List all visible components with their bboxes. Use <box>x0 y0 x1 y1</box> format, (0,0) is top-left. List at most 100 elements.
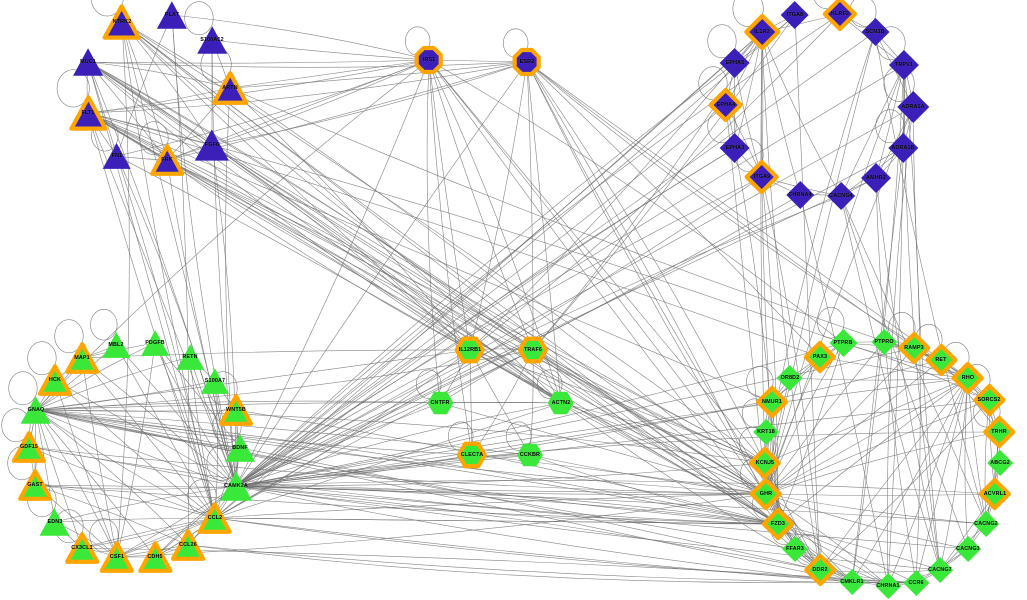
graph-node-il1r2[interactable]: IL1R2 <box>743 13 781 51</box>
graph-node-ghr[interactable]: GHR <box>749 477 783 511</box>
edge <box>87 87 231 114</box>
graph-node-s100a12[interactable]: S100A12 <box>197 26 227 54</box>
edge <box>532 349 779 525</box>
graph-node-irs1[interactable]: IRS1 <box>414 45 444 75</box>
graph-node-ret[interactable]: RET <box>924 343 958 377</box>
graph-node-esr2[interactable]: ESR2 <box>512 47 542 77</box>
edge <box>428 59 534 351</box>
graph-node-nmur1[interactable]: NMUR1 <box>755 385 789 419</box>
graph-node-frk[interactable]: FRK <box>149 144 185 176</box>
edge <box>526 61 942 361</box>
graph-node-ddr2[interactable]: DDR2 <box>803 553 837 587</box>
self-loop-edge <box>875 109 905 144</box>
edge <box>967 377 987 525</box>
graph-node-cacng7[interactable]: CACNG7 <box>926 557 953 583</box>
graph-node-traf6[interactable]: TRAF6 <box>517 336 549 364</box>
graph-node-mbl2[interactable]: MBL2 <box>102 332 130 358</box>
graph-node-cacng2[interactable]: CACNG2 <box>972 511 999 537</box>
edge <box>229 61 528 89</box>
graph-node-flt1[interactable]: FLT1 <box>68 95 108 131</box>
graph-node-s100a7[interactable]: S100A7 <box>200 368 229 394</box>
graph-node-bdnf[interactable]: BDNF <box>224 434 255 462</box>
self-loop-edge <box>817 306 845 339</box>
graph-node-fzd3[interactable]: FZD3 <box>761 507 795 541</box>
graph-node-pdgfb[interactable]: PDGFB <box>141 330 169 356</box>
graph-node-camk2a[interactable]: CAMK2A <box>220 471 252 501</box>
graph-node-plat[interactable]: PLAT <box>157 1 187 29</box>
self-loop-edge <box>184 1 214 36</box>
graph-node-krt18[interactable]: KRT18 <box>752 419 779 445</box>
graph-node-abcg2[interactable]: ABCG2 <box>987 450 1013 476</box>
graph-node-fgf6[interactable]: FGF6 <box>194 129 229 161</box>
graph-node-wnt5b[interactable]: WNT5B <box>218 394 254 426</box>
graph-node-il12rb1[interactable]: IL12RB1 <box>454 336 486 364</box>
edge <box>171 14 430 61</box>
graph-node-trhr[interactable]: TRHR <box>982 415 1016 449</box>
graph-node-acvrl1[interactable]: ACVRL1 <box>978 477 1012 511</box>
graph-node-trpv1[interactable]: TRPV1 <box>889 50 919 80</box>
graph-node-kcnj5[interactable]: KCNJ5 <box>748 446 782 480</box>
graph-node-epha4[interactable]: EPHA4 <box>708 87 744 123</box>
graph-node-retn[interactable]: RETN <box>176 344 204 370</box>
edge <box>532 349 821 571</box>
graph-node-muc1[interactable]: MUC1 <box>73 48 103 76</box>
graph-node-cntfr[interactable]: CNTFR <box>426 391 453 415</box>
graph-node-gast[interactable]: GAST <box>17 469 53 501</box>
graph-node-ccr6[interactable]: CCR6 <box>903 570 929 596</box>
edge <box>35 409 237 487</box>
graph-node-chrna4[interactable]: CHRNA4 <box>786 181 814 209</box>
edge <box>187 544 853 583</box>
graph-node-ccl26[interactable]: CCL26 <box>170 529 206 561</box>
edge <box>761 31 801 196</box>
edge <box>765 493 969 550</box>
graph-node-adra1a[interactable]: ADRA1A <box>897 91 929 123</box>
graph-node-scn3b[interactable]: SCN3B <box>861 18 889 46</box>
graph-node-edn3[interactable]: EDN3 <box>39 508 70 536</box>
edge <box>81 357 118 558</box>
graph-node-klrf2[interactable]: KLRF2 <box>822 0 858 32</box>
graph-node-ntrk2[interactable]: NTRK2 <box>102 4 142 40</box>
graph-node-cx3cl1[interactable]: CX3CL1 <box>64 532 100 564</box>
graph-node-clec7a[interactable]: CLEC7A <box>456 441 488 469</box>
edge <box>35 409 779 525</box>
graph-node-adra1b[interactable]: ADRA1B <box>888 133 918 163</box>
graph-node-ccl2[interactable]: CCL2 <box>197 502 233 534</box>
graph-node-itga9[interactable]: ITGA9 <box>744 159 780 195</box>
graph-node-artn[interactable]: ARTN <box>211 71 249 105</box>
graph-node-or8d2[interactable]: OR8D2 <box>776 365 803 391</box>
graph-node-ptpro[interactable]: PTPRO <box>870 329 897 355</box>
graph-node-pax3[interactable]: PAX3 <box>803 340 837 374</box>
edge <box>116 14 173 157</box>
graph-node-cdh5[interactable]: CDH5 <box>137 541 173 573</box>
edge <box>35 409 821 571</box>
edge <box>789 377 969 381</box>
graph-node-csf1[interactable]: CSF1 <box>99 541 135 573</box>
graph-node-sorcs2[interactable]: SORCS2 <box>972 383 1006 417</box>
edge <box>529 454 767 495</box>
edge <box>765 347 915 495</box>
graph-node-fn1[interactable]: FN1 <box>102 143 131 169</box>
graph-node-gnaq[interactable]: GNAQ <box>21 396 51 424</box>
graph-node-map1[interactable]: MAP1 <box>64 342 100 374</box>
graph-node-actn2[interactable]: ACTN2 <box>547 391 574 415</box>
edge <box>87 112 534 351</box>
graph-node-epha5[interactable]: EPHA5 <box>719 48 750 78</box>
graph-node-epha3[interactable]: EPHA3 <box>719 133 750 163</box>
edge <box>211 144 237 487</box>
edge <box>765 356 821 495</box>
edge <box>851 377 969 583</box>
edge <box>428 59 471 351</box>
graph-node-cckbr[interactable]: CCKBR <box>517 443 543 467</box>
graph-node-amhr2[interactable]: AMHR2 <box>860 163 891 193</box>
graph-node-hck[interactable]: HCK <box>37 364 73 396</box>
edge <box>187 544 917 584</box>
graph-node-cmklr1[interactable]: CMKLR1 <box>839 569 865 595</box>
graph-node-cacng4[interactable]: CACNG4 <box>826 182 855 210</box>
graph-node-ramp3[interactable]: RAMP3 <box>897 331 931 365</box>
graph-node-cacng3[interactable]: CACNG3 <box>954 536 981 562</box>
graph-node-itga8[interactable]: ITGA8 <box>781 1 809 29</box>
graph-node-gdf15[interactable]: GDF15 <box>11 431 47 463</box>
graph-node-chrna1[interactable]: CHRNA1 <box>875 573 901 599</box>
